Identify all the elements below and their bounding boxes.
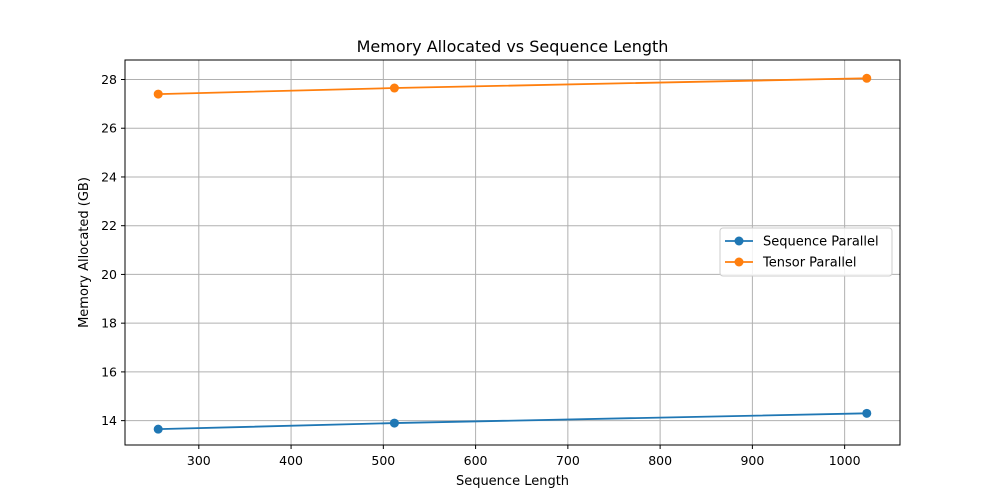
y-tick-label: 16: [101, 364, 117, 379]
chart-title: Memory Allocated vs Sequence Length: [357, 37, 669, 56]
y-tick-label: 24: [101, 169, 117, 184]
x-tick-label: 800: [648, 453, 672, 468]
series-layer: [153, 73, 872, 434]
y-tick-label: 14: [101, 413, 117, 428]
data-point-sequence-parallel: [153, 424, 163, 434]
x-tick-label: 700: [556, 453, 580, 468]
data-point-tensor-parallel: [153, 89, 163, 99]
x-axis-label: Sequence Length: [456, 474, 569, 489]
x-tick-label: 500: [371, 453, 395, 468]
ticks-layer: 300 400 500 600 700 800 900 1000 14 16 18 20 22 24 26 2…: [101, 72, 861, 468]
x-tick-label: 600: [464, 453, 488, 468]
legend-label-sequence-parallel: Sequence Parallel: [763, 235, 879, 250]
legend-label-tensor-parallel: Tensor Parallel: [762, 256, 857, 271]
x-tick-label: 400: [279, 453, 303, 468]
y-tick-label: 18: [101, 316, 117, 331]
legend: Sequence Parallel Tensor Parallel: [719, 227, 893, 277]
y-tick-label: 28: [101, 72, 117, 87]
plot-frame: [124, 59, 901, 446]
x-tick-label: 900: [740, 453, 764, 468]
data-point-sequence-parallel: [862, 408, 872, 418]
data-point-tensor-parallel: [862, 73, 872, 83]
grid-layer: [125, 60, 900, 445]
y-axis-label: Memory Allocated (GB): [77, 177, 92, 328]
x-tick-label: 1000: [829, 453, 861, 468]
series-line-tensor-parallel: [158, 77, 867, 96]
y-tick-label: 20: [101, 267, 117, 282]
series-line-sequence-parallel: [158, 412, 867, 431]
legend-marker-sequence-parallel: [734, 236, 744, 246]
y-tick-label: 26: [101, 121, 117, 136]
x-tick-label: 300: [187, 453, 211, 468]
data-point-tensor-parallel: [389, 83, 399, 93]
legend-box: [719, 227, 893, 277]
y-tick-label: 22: [101, 218, 117, 233]
legend-marker-tensor-parallel: [734, 257, 744, 267]
data-point-sequence-parallel: [389, 418, 399, 428]
